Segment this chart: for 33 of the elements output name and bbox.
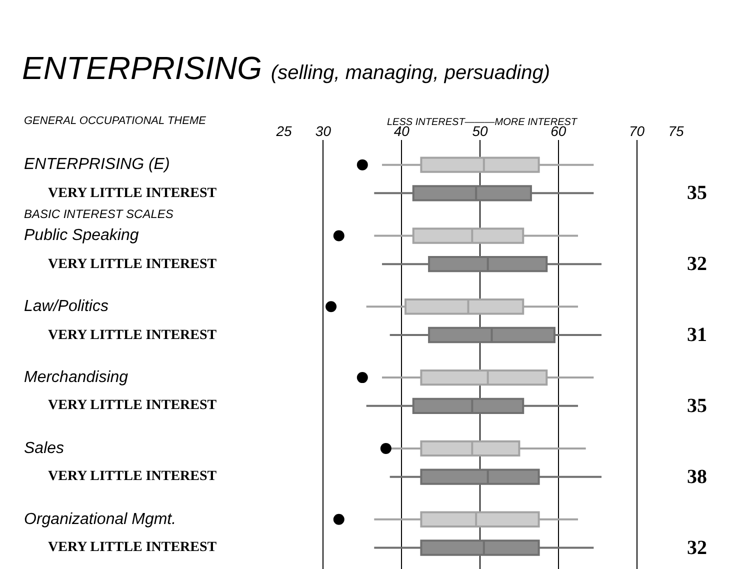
chart-title: ENTERPRISING (22, 50, 262, 86)
text: VERY LITTLE INTEREST (48, 328, 218, 343)
data-label: 38 (687, 466, 707, 488)
data-label: 31 (687, 324, 707, 346)
data-label: 35 (687, 182, 707, 204)
y-tick-label: Sales (24, 440, 64, 457)
y-tick-label: Merchandising (24, 369, 128, 386)
x-tick-label: 70 (629, 123, 645, 140)
text: BASIC INTEREST SCALES (24, 207, 174, 221)
point (380, 442, 392, 454)
point (326, 301, 337, 312)
text: GENERAL OCCUPATIONAL THEME (24, 115, 207, 127)
data-label: 35 (687, 395, 707, 417)
y-tick-label: Law/Politics (24, 298, 108, 315)
data-label: 32 (687, 537, 707, 559)
x-tick-label: 30 (315, 123, 332, 140)
point (333, 230, 344, 242)
text: VERY LITTLE INTEREST (48, 257, 218, 272)
y-tick-label: Public Speaking (24, 227, 139, 244)
chart-subtitle: (selling, managing, persuading) (270, 62, 550, 84)
text: VERY LITTLE INTEREST (48, 540, 218, 555)
text: VERY LITTLE INTEREST (48, 469, 218, 484)
y-tick-label: Organizational Mgmt. (24, 511, 176, 528)
point (356, 159, 368, 170)
text: VERY LITTLE INTEREST (48, 186, 218, 201)
x-tick-label: 75 (668, 123, 684, 140)
y-tick-label: ENTERPRISING (E) (24, 156, 170, 173)
point (333, 514, 344, 525)
data-label: 32 (687, 253, 707, 275)
point (356, 372, 368, 384)
text: VERY LITTLE INTEREST (48, 398, 218, 413)
x-tick-label: 25 (275, 123, 292, 140)
x-tick-label: 50 (472, 123, 488, 140)
